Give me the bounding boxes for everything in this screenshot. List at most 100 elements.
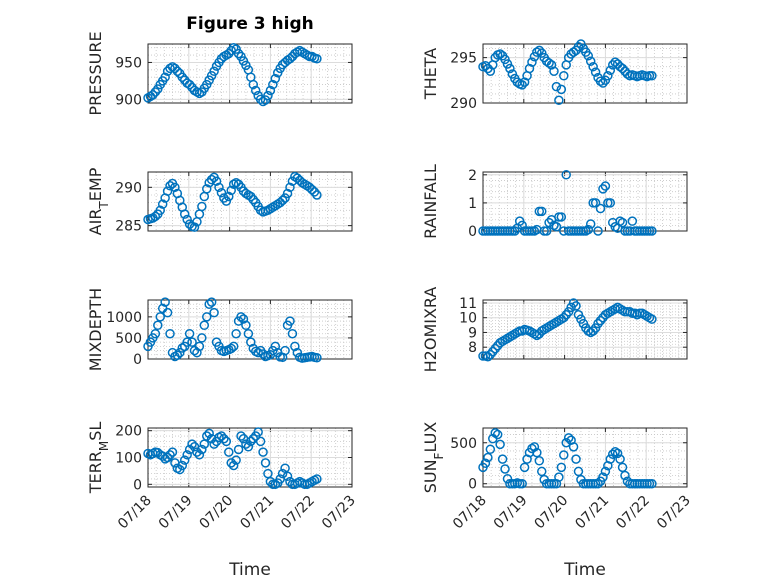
y-tick-label: 0: [133, 477, 142, 493]
data-point: [282, 471, 293, 482]
data-point: [483, 452, 493, 463]
data-point: [282, 188, 293, 199]
data-point: [590, 67, 601, 77]
data-point: [573, 466, 584, 477]
data-point: [231, 328, 241, 339]
data-point: [576, 39, 586, 49]
data-point: [197, 201, 207, 212]
data-point: [221, 436, 232, 447]
x-axis-label: Time: [228, 560, 271, 580]
y-tick-label: 500: [115, 331, 142, 347]
data-point: [485, 349, 496, 360]
data-point: [199, 320, 210, 331]
data-point: [202, 431, 212, 441]
data-point: [236, 312, 246, 322]
data-point: [585, 219, 596, 229]
data-point: [246, 436, 256, 447]
data-point: [206, 297, 217, 307]
data-point: [226, 185, 236, 196]
data-point: [600, 181, 611, 191]
y-tick-label: 1000: [106, 310, 142, 326]
data-point: [556, 212, 567, 222]
data-point: [263, 90, 273, 101]
data-point: [226, 458, 236, 468]
data-point: [285, 54, 295, 64]
y-tick-label: 290: [450, 96, 477, 112]
data-point: [537, 466, 547, 477]
data-point: [595, 203, 606, 214]
subplot-theta: 290 295 THETA: [421, 39, 688, 112]
data-point: [532, 47, 542, 57]
data-point: [495, 49, 505, 59]
data-point: [246, 337, 256, 347]
data-point: [162, 307, 173, 318]
data-point: [285, 182, 295, 193]
data-point: [160, 297, 170, 307]
data-point: [527, 57, 537, 67]
data-point: [226, 343, 236, 354]
data-point: [505, 63, 515, 74]
y-tick-label: 0: [468, 224, 477, 240]
data-point: [490, 343, 500, 354]
data-point: [290, 341, 300, 352]
data-point: [583, 51, 594, 61]
y-axis-label: MIXDEPTH: [86, 288, 105, 371]
data-point: [170, 63, 180, 74]
data-point: [561, 310, 571, 320]
data-point: [559, 312, 569, 323]
data-point: [162, 186, 173, 196]
data-point: [627, 216, 638, 226]
data-point: [312, 352, 322, 363]
y-tick-label: 950: [115, 55, 142, 71]
data-point: [285, 316, 295, 326]
data-point: [561, 170, 571, 180]
data-point: [224, 48, 234, 59]
data-point: [224, 447, 234, 457]
data-point: [568, 298, 579, 308]
data-point: [556, 462, 567, 473]
data-point: [167, 447, 178, 457]
data-point: [233, 48, 244, 59]
data-point: [585, 56, 596, 66]
data-point: [182, 450, 192, 460]
data-point: [255, 94, 266, 105]
data-point: [647, 478, 657, 489]
data-point: [568, 442, 579, 452]
data-point: [292, 347, 303, 358]
data-point: [211, 176, 222, 186]
data-point: [510, 226, 520, 236]
data-point: [568, 47, 579, 57]
data-point: [243, 442, 254, 452]
data-point: [165, 450, 175, 460]
data-point: [617, 63, 628, 74]
data-point: [157, 199, 168, 209]
data-point: [598, 78, 608, 88]
y-tick-label: 11: [459, 296, 477, 312]
data-point: [270, 341, 281, 352]
data-point: [546, 60, 557, 70]
data-point: [495, 439, 505, 450]
data-point: [544, 58, 554, 68]
data-point: [605, 454, 616, 464]
data-point: [598, 184, 608, 194]
data-point: [243, 328, 254, 339]
y-axis-label: H2OMIXRA: [421, 287, 440, 373]
data-point: [617, 217, 628, 228]
data-point: [177, 343, 188, 353]
data-point: [255, 436, 266, 447]
data-point: [603, 71, 613, 81]
data-point: [497, 454, 508, 464]
y-axis-label: THETA: [421, 48, 440, 100]
y-tick-label: 2: [468, 168, 477, 184]
data-point: [554, 472, 564, 482]
data-point: [170, 182, 180, 193]
data-point: [607, 449, 618, 459]
data-point: [556, 84, 567, 95]
data-point: [502, 474, 513, 484]
data-point: [179, 209, 190, 219]
data-point: [615, 454, 625, 464]
data-point: [165, 181, 175, 191]
